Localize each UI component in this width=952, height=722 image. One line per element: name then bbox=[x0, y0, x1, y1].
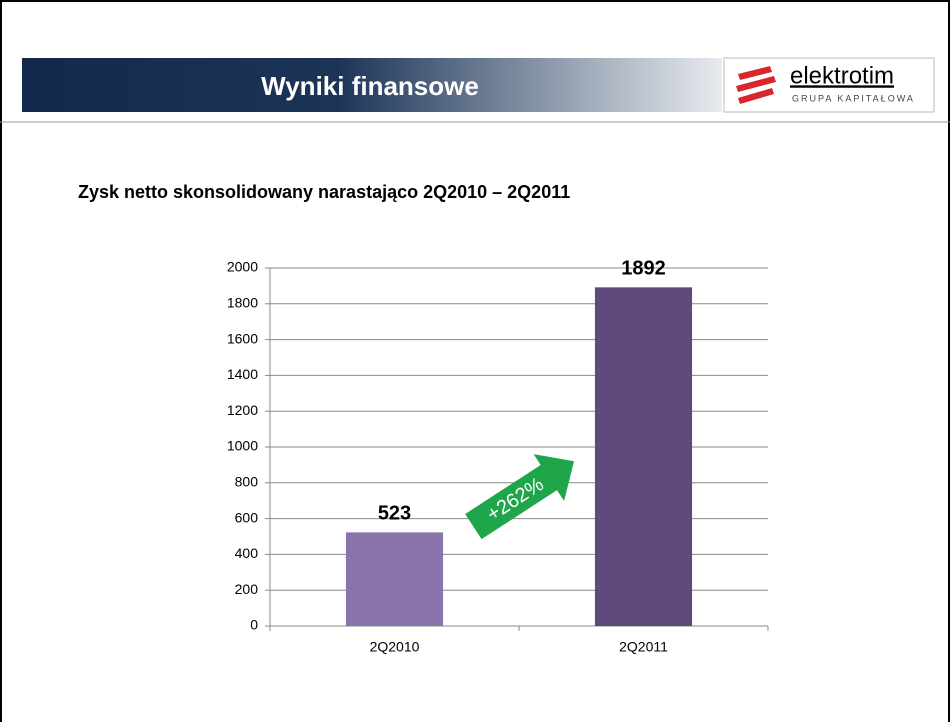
arrow: +262% bbox=[465, 454, 574, 540]
data-label: 523 bbox=[378, 503, 411, 525]
x-tick-label: 2Q2011 bbox=[619, 639, 668, 655]
y-tick-label: 1800 bbox=[227, 295, 258, 311]
logo-icon bbox=[736, 66, 776, 104]
logo-tagline: GRUPA KAPITAŁOWA bbox=[792, 93, 915, 103]
x-tick-label: 2Q2010 bbox=[370, 639, 420, 655]
data-label: 1892 bbox=[621, 258, 666, 280]
y-tick-label: 800 bbox=[235, 474, 259, 490]
y-tick-label: 2000 bbox=[227, 259, 258, 275]
y-tick-label: 1000 bbox=[227, 438, 258, 454]
logo-name: elektrotim bbox=[790, 62, 894, 89]
y-tick-label: 1600 bbox=[227, 330, 258, 346]
y-tick-label: 1400 bbox=[227, 366, 258, 382]
y-tick-label: 400 bbox=[235, 545, 259, 561]
header-title: Wyniki finansowe bbox=[261, 71, 479, 101]
header-band bbox=[22, 58, 722, 112]
y-tick-label: 0 bbox=[250, 617, 258, 633]
y-tick-label: 200 bbox=[235, 581, 259, 597]
y-tick-label: 600 bbox=[235, 509, 259, 525]
y-tick-label: 1200 bbox=[227, 402, 258, 418]
chart-title: Zysk netto skonsolidowany narastająco 2Q… bbox=[78, 182, 570, 202]
bar bbox=[594, 287, 693, 626]
logo: elektrotim GRUPA KAPITAŁOWA bbox=[723, 57, 935, 113]
bar bbox=[345, 532, 444, 626]
arrow-shape bbox=[465, 454, 574, 540]
